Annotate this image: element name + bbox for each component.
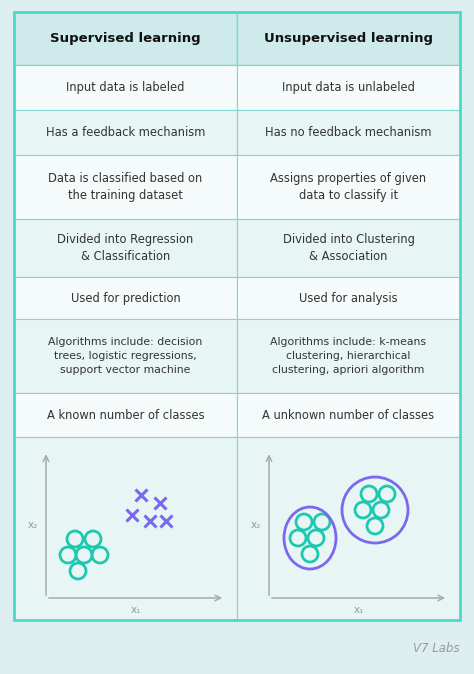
Bar [237, 277, 460, 319]
Text: x₂: x₂ [28, 520, 38, 530]
Bar [237, 319, 460, 393]
Bar [237, 219, 460, 277]
Text: Data is classified based on
the training dataset: Data is classified based on the training… [48, 172, 202, 202]
Text: Input data is unlabeled: Input data is unlabeled [282, 82, 415, 94]
Bar [14, 219, 237, 277]
Text: x₂: x₂ [251, 520, 261, 530]
Bar [14, 393, 237, 437]
Bar [237, 393, 460, 437]
Text: Has a feedback mechanism: Has a feedback mechanism [46, 126, 205, 139]
Bar [14, 154, 237, 219]
Text: Algorithms include: decision
trees, logistic regressions,
support vector machine: Algorithms include: decision trees, logi… [48, 338, 202, 375]
Bar [237, 12, 460, 65]
Bar [14, 110, 237, 154]
Text: Supervised learning: Supervised learning [50, 32, 201, 45]
Bar [237, 110, 460, 154]
Text: Assigns properties of given
data to classify it: Assigns properties of given data to clas… [271, 172, 427, 202]
Bar [14, 65, 237, 110]
Text: A known number of classes: A known number of classes [46, 408, 204, 422]
Bar [14, 319, 237, 393]
Bar [14, 437, 237, 620]
Text: Has no feedback mechanism: Has no feedback mechanism [265, 126, 432, 139]
Bar [14, 277, 237, 319]
Text: Algorithms include: k-means
clustering, hierarchical
clustering, apriori algorit: Algorithms include: k-means clustering, … [271, 338, 427, 375]
Text: Used for prediction: Used for prediction [71, 292, 181, 305]
Text: x₁: x₁ [130, 605, 141, 615]
Text: A unknown number of classes: A unknown number of classes [263, 408, 435, 422]
Bar [237, 437, 460, 620]
Bar [237, 65, 460, 110]
Bar [14, 12, 237, 65]
Text: Input data is labeled: Input data is labeled [66, 82, 185, 94]
Text: Divided into Regression
& Classification: Divided into Regression & Classification [57, 233, 193, 264]
Text: Divided into Clustering
& Association: Divided into Clustering & Association [283, 233, 414, 264]
Text: V7 Labs: V7 Labs [413, 642, 460, 655]
Text: Used for analysis: Used for analysis [299, 292, 398, 305]
Text: x₁: x₁ [353, 605, 364, 615]
Bar [237, 154, 460, 219]
Text: Unsupervised learning: Unsupervised learning [264, 32, 433, 45]
